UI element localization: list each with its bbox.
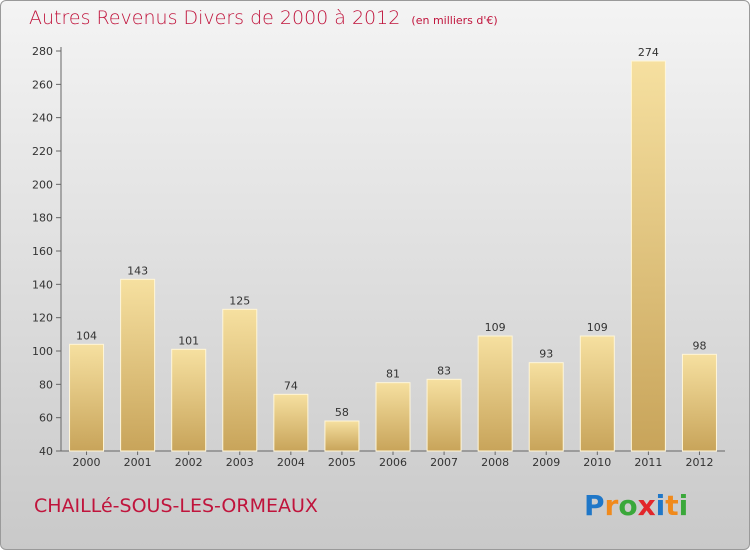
x-tick-label: 2012 — [685, 456, 713, 469]
x-tick-label: 2008 — [481, 456, 509, 469]
y-tick-label: 240 — [32, 112, 53, 125]
bar-value-label: 125 — [229, 294, 250, 307]
bar-value-label: 109 — [587, 321, 608, 334]
bar — [273, 393, 309, 452]
bar — [477, 335, 513, 452]
x-tick-label: 2010 — [583, 456, 611, 469]
x-tick-label: 2009 — [532, 456, 560, 469]
y-tick-label: 80 — [39, 378, 53, 391]
bar-value-label: 104 — [76, 329, 97, 342]
bar-value-label: 109 — [485, 321, 506, 334]
bar — [171, 348, 207, 452]
bar — [120, 278, 156, 452]
bar-value-label: 74 — [284, 379, 298, 392]
y-tick-label: 40 — [39, 445, 53, 458]
x-tick-label: 2004 — [277, 456, 305, 469]
y-tick-label: 220 — [32, 145, 53, 158]
y-tick-label: 120 — [32, 312, 53, 325]
proxiti-logo: Proxiti — [584, 489, 688, 522]
x-tick-label: 2003 — [226, 456, 254, 469]
y-tick-label: 260 — [32, 78, 53, 91]
bar-value-label: 101 — [178, 334, 199, 347]
bar — [426, 378, 462, 452]
bar-value-label: 58 — [335, 406, 349, 419]
bar — [681, 353, 717, 452]
svg-text:Proxiti: Proxiti — [584, 489, 688, 522]
bar — [630, 60, 666, 452]
commune-name: CHAILLé-SOUS-LES-ORMEAUX — [34, 495, 318, 517]
x-tick-label: 2005 — [328, 456, 356, 469]
x-tick-label: 2007 — [430, 456, 458, 469]
x-tick-label: 2001 — [124, 456, 152, 469]
bar-value-label: 143 — [127, 264, 148, 277]
bar-value-label: 98 — [692, 339, 706, 352]
x-tick-label: 2002 — [175, 456, 203, 469]
bar-value-label: 83 — [437, 364, 451, 377]
bar-value-label: 81 — [386, 368, 400, 381]
x-tick-label: 2006 — [379, 456, 407, 469]
y-tick-label: 160 — [32, 245, 53, 258]
y-tick-label: 200 — [32, 178, 53, 191]
bar — [69, 343, 105, 452]
bar-value-label: 274 — [638, 46, 659, 59]
x-tick-label: 2011 — [634, 456, 662, 469]
bar — [579, 335, 615, 452]
chart-title-text: Autres Revenus Divers de 2000 à 2012 — [29, 7, 401, 29]
y-tick-label: 140 — [32, 278, 53, 291]
y-tick-label: 180 — [32, 212, 53, 225]
bar-value-label: 93 — [539, 348, 553, 361]
bar — [528, 362, 564, 452]
bar — [375, 382, 411, 452]
x-tick-label: 2000 — [73, 456, 101, 469]
y-tick-label: 60 — [39, 412, 53, 425]
bar — [324, 420, 360, 452]
y-tick-label: 100 — [32, 345, 53, 358]
bar — [222, 308, 258, 452]
chart-unit-text: (en milliers d'€) — [411, 14, 498, 27]
chart-title: Autres Revenus Divers de 2000 à 2012 (en… — [29, 7, 498, 29]
y-tick-label: 280 — [32, 45, 53, 58]
